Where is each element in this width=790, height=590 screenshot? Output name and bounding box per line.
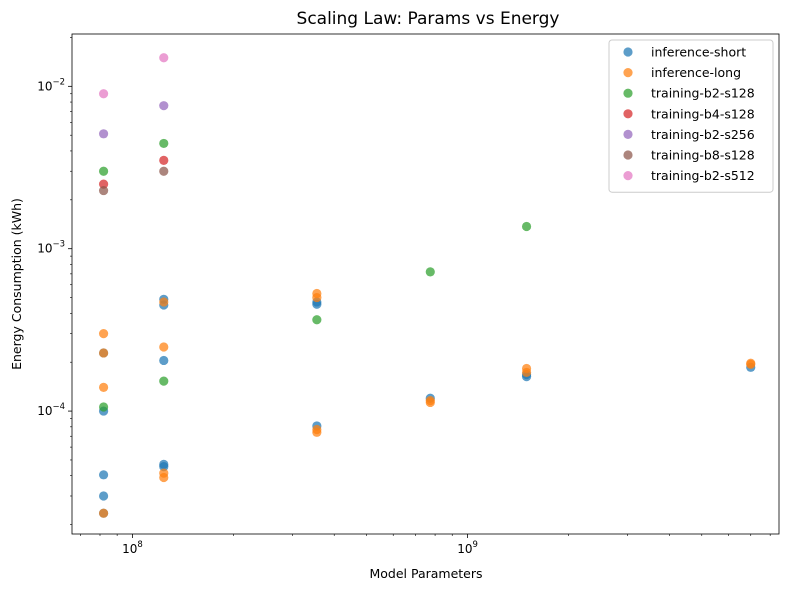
series-training-b2-s256 xyxy=(98,101,169,139)
x-tick-label: 108 xyxy=(122,540,143,556)
data-point xyxy=(98,179,109,189)
data-point xyxy=(159,459,169,469)
chart-title: Scaling Law: Params vs Energy xyxy=(297,9,560,29)
y-tick-label: 10−2 xyxy=(37,77,65,93)
legend-label: training-b2-s128 xyxy=(651,86,755,101)
x-tick-label: 109 xyxy=(457,540,478,556)
legend-marker xyxy=(623,150,633,160)
data-point xyxy=(312,315,322,325)
legend-label: training-b4-s128 xyxy=(651,106,755,121)
legend-marker xyxy=(623,171,633,181)
data-point xyxy=(98,491,109,501)
data-point xyxy=(159,468,169,478)
legend-label: training-b2-s512 xyxy=(651,168,755,183)
x-axis-label: Model Parameters xyxy=(369,566,482,581)
y-tick-label: 10−4 xyxy=(37,402,65,418)
y-axis-label: Energy Consumption (kWh) xyxy=(9,198,24,370)
data-point xyxy=(159,101,169,111)
data-point xyxy=(159,138,169,149)
data-point xyxy=(521,221,532,232)
data-point xyxy=(98,348,109,358)
legend: inference-short inference-long training-b2… xyxy=(608,39,774,193)
data-point xyxy=(746,358,756,368)
data-point xyxy=(159,355,169,366)
legend-marker xyxy=(623,68,633,78)
legend-marker xyxy=(623,109,633,119)
data-point xyxy=(159,155,169,165)
data-point xyxy=(98,89,109,99)
series-training-b2-s512 xyxy=(98,53,169,99)
data-point xyxy=(425,267,435,277)
data-point xyxy=(159,342,169,352)
data-point xyxy=(98,508,109,518)
data-point xyxy=(159,53,169,63)
data-point xyxy=(312,288,322,299)
series-training-b2-s128 xyxy=(98,138,532,412)
legend-marker xyxy=(623,88,633,98)
data-points xyxy=(98,53,756,518)
data-point xyxy=(159,166,169,176)
y-tick-label: 10−3 xyxy=(37,240,65,256)
legend-label: training-b2-s256 xyxy=(651,127,755,142)
data-point xyxy=(425,396,435,406)
series-inference-long xyxy=(98,288,756,518)
data-point xyxy=(159,297,169,307)
axis-ticks: 108 109 10−4 10−3 10−2 xyxy=(37,37,771,556)
series-training-b4-s128 xyxy=(98,155,169,189)
legend-label: training-b8-s128 xyxy=(651,148,755,163)
data-point xyxy=(312,424,322,435)
data-point xyxy=(159,376,169,386)
data-point xyxy=(98,166,109,176)
data-point xyxy=(98,129,109,139)
series-training-b8-s128 xyxy=(98,166,169,196)
legend-marker xyxy=(623,47,633,57)
data-point xyxy=(98,329,109,339)
legend-label: inference-long xyxy=(651,65,741,80)
data-point xyxy=(98,185,109,196)
data-point xyxy=(98,470,109,480)
data-point xyxy=(521,363,532,374)
legend-label: inference-short xyxy=(651,45,746,60)
data-point xyxy=(98,402,109,412)
legend-frame xyxy=(608,39,774,193)
legend-marker xyxy=(623,129,633,139)
data-point xyxy=(98,382,109,392)
